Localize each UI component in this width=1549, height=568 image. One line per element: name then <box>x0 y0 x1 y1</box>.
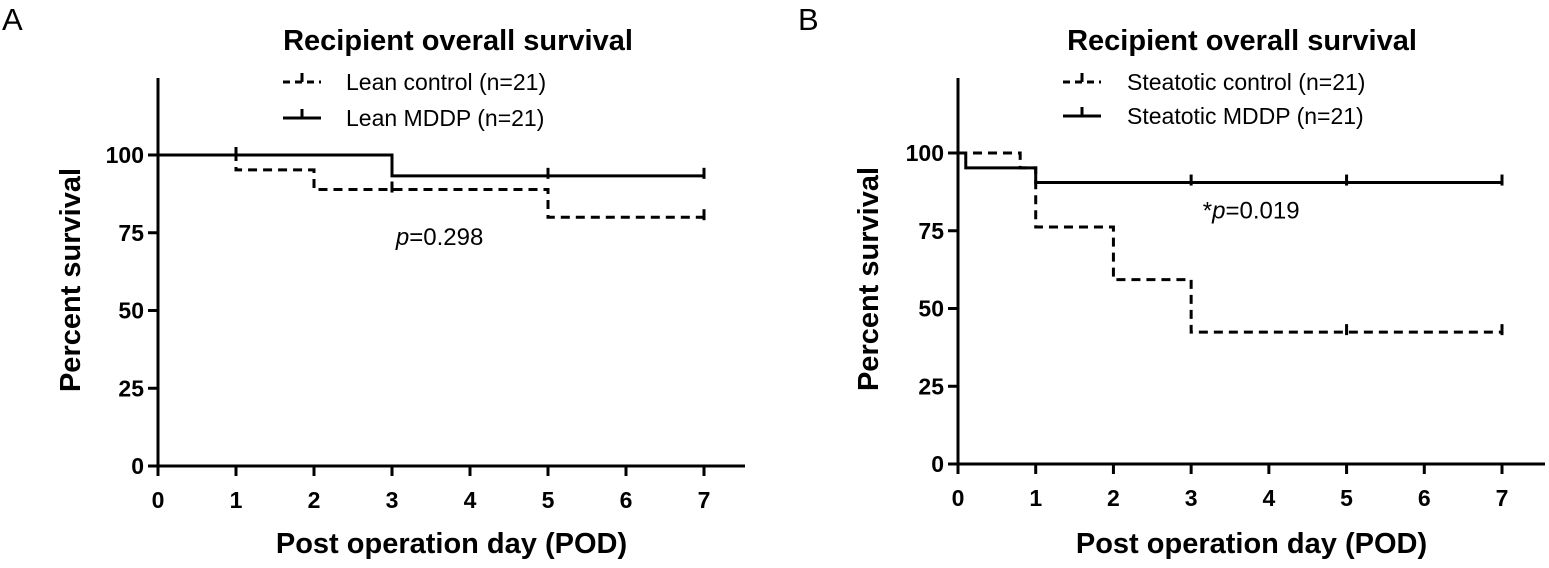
y-tick-label: 50 <box>118 298 144 324</box>
x-tick-label: 3 <box>386 487 399 513</box>
x-tick-label: 4 <box>464 487 477 513</box>
y-tick-label: 50 <box>918 296 944 322</box>
x-axis-label: Post operation day (POD) <box>276 528 627 560</box>
y-axis-label: Percent survival <box>853 167 885 391</box>
x-tick-label: 2 <box>1107 485 1120 511</box>
series-line-mddp <box>158 153 704 178</box>
y-tick-label: 25 <box>118 375 144 401</box>
legend-entry: Lean control (n=21) <box>346 69 546 95</box>
y-tick-label: 0 <box>931 451 944 477</box>
p-value-number: =0.019 <box>1226 197 1300 224</box>
x-tick-label: 0 <box>952 485 965 511</box>
x-tick-label: 0 <box>152 487 165 513</box>
x-tick-label: 7 <box>1496 485 1509 511</box>
y-axis-label: Percent survival <box>55 168 87 392</box>
legend-entry: Steatotic control (n=21) <box>1127 69 1365 95</box>
y-tick-label: 100 <box>906 140 944 166</box>
x-tick-label: 4 <box>1262 485 1275 511</box>
x-tick-label: 1 <box>230 487 243 513</box>
y-tick-label: 100 <box>106 142 144 168</box>
chart-title: Recipient overall survival <box>283 25 633 57</box>
p-value-number: =0.298 <box>409 224 483 251</box>
legend-entry: Lean MDDP (n=21) <box>346 105 544 131</box>
p-value-symbol: p <box>1211 197 1225 224</box>
x-tick-label: 7 <box>698 487 711 513</box>
y-tick-label: 0 <box>131 453 144 479</box>
series-line-control <box>958 151 1502 334</box>
x-axis-label: Post operation day (POD) <box>1076 528 1427 560</box>
x-tick-label: 6 <box>1418 485 1431 511</box>
chart-title: Recipient overall survival <box>1067 25 1417 57</box>
p-value-annotation: *p=0.019 <box>1203 197 1300 224</box>
p-value-symbol: p <box>395 224 409 251</box>
y-tick-label: 75 <box>918 218 944 244</box>
x-tick-label: 2 <box>308 487 321 513</box>
p-value-prefix: * <box>1203 197 1212 224</box>
x-tick-label: 5 <box>1340 485 1353 511</box>
y-tick-label: 75 <box>118 220 144 246</box>
panel-label: A <box>2 2 23 37</box>
x-tick-label: 5 <box>542 487 555 513</box>
series-line-mddp <box>958 151 1502 185</box>
chart-panel-a: A Recipient overall survival Lean control … <box>2 2 745 560</box>
p-value-annotation: p=0.298 <box>395 224 483 251</box>
panel-label: B <box>798 2 819 37</box>
x-tick-label: 6 <box>620 487 633 513</box>
x-tick-label: 1 <box>1029 485 1042 511</box>
y-tick-label: 25 <box>918 373 944 399</box>
series-line-control <box>158 153 704 219</box>
legend-entry: Steatotic MDDP (n=21) <box>1127 103 1364 129</box>
x-tick-label: 3 <box>1185 485 1198 511</box>
chart-panel-b: B Recipient overall survival Steatotic con… <box>798 2 1545 560</box>
